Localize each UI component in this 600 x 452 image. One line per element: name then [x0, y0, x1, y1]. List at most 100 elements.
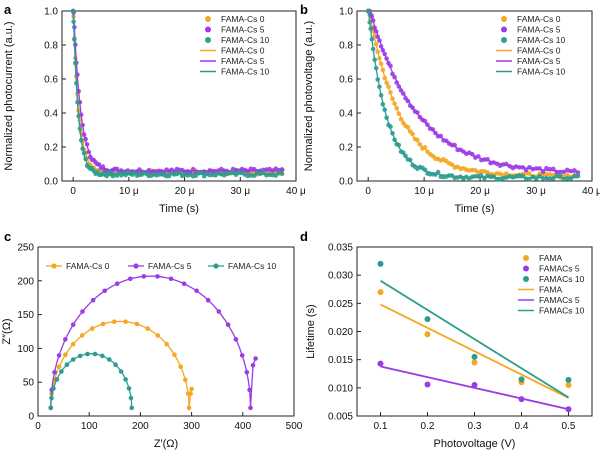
legend-label: FAMA-Cs 0 [517, 46, 561, 56]
data-point [70, 8, 76, 14]
x-tick-label: 200 [132, 421, 149, 432]
data-point [554, 173, 560, 179]
data-point [377, 56, 382, 61]
data-point [537, 174, 542, 179]
data-point [86, 149, 91, 155]
y-tick-label: 0.4 [44, 109, 58, 120]
legend-marker [205, 37, 211, 43]
legend-marker [213, 263, 219, 269]
data-point [527, 176, 532, 182]
data-point [84, 142, 90, 147]
y-tick-label: 0.8 [44, 41, 58, 52]
legend-label: FAMA-Cs 10 [221, 35, 269, 45]
data-point [76, 113, 81, 119]
data-point [373, 41, 379, 47]
data-point [177, 170, 182, 175]
impedance-line [50, 320, 193, 408]
fit-line [380, 303, 569, 399]
data-point [568, 168, 574, 174]
data-point [527, 171, 532, 176]
data-point [485, 157, 490, 162]
data-point [403, 153, 408, 159]
x-tick-label: 20 μ [175, 186, 195, 197]
data-point [114, 281, 120, 287]
data-point [565, 167, 570, 173]
data-point [422, 167, 428, 173]
data-point [80, 122, 85, 128]
data-point [551, 176, 556, 181]
y-tick-label: 0.035 [328, 243, 353, 254]
data-point [433, 130, 438, 136]
data-point [369, 13, 375, 19]
data-point [551, 166, 556, 172]
data-point [78, 138, 84, 143]
data-point [530, 174, 536, 180]
data-point [565, 376, 572, 383]
data-point [424, 381, 431, 388]
x-tick-label: 100 [81, 421, 98, 432]
data-point [384, 115, 389, 120]
data-point [523, 167, 529, 173]
data-point [367, 20, 373, 25]
y-axis-label: Z″(Ω) [1, 318, 13, 344]
data-point [89, 326, 95, 331]
data-point [77, 126, 83, 131]
data-point [145, 326, 150, 331]
y-tick-label: 0.030 [328, 271, 353, 282]
data-point [100, 321, 106, 327]
data-point [430, 127, 436, 132]
panel-label-c: c [4, 229, 11, 244]
x-tick-label: 500 [286, 421, 303, 432]
data-point [518, 396, 525, 403]
data-point [172, 352, 177, 358]
data-point [533, 176, 539, 181]
data-point [377, 360, 384, 367]
legend-label: FAMA [539, 253, 562, 263]
legend-marker [205, 26, 211, 33]
data-point [123, 377, 128, 382]
data-point [572, 173, 577, 179]
x-tick-label: 0 [35, 421, 41, 432]
data-point [373, 65, 379, 71]
y-tick-label: 100 [17, 344, 34, 355]
data-point [377, 289, 384, 296]
data-point [51, 386, 56, 391]
legend-label: FAMA-Cs 10 [517, 35, 565, 45]
data-point [77, 353, 83, 359]
data-point [520, 173, 526, 179]
data-point [394, 105, 400, 111]
legend-marker [501, 37, 507, 43]
data-point [375, 49, 381, 55]
data-point [80, 146, 85, 151]
data-point [79, 333, 85, 338]
data-point [102, 288, 107, 294]
legend-label: FAMA-Cs 0 [66, 261, 110, 271]
data-point [178, 364, 183, 370]
data-point [565, 406, 572, 413]
data-point [410, 131, 415, 137]
data-point [438, 133, 444, 139]
data-point [104, 173, 110, 179]
data-point [394, 80, 400, 85]
y-tick-label: 0.0 [44, 177, 58, 188]
x-tick-label: 0 [365, 186, 371, 197]
legend-marker [523, 276, 529, 282]
data-point [565, 176, 570, 181]
data-point [380, 102, 386, 107]
data-point [491, 174, 497, 179]
data-point [575, 173, 581, 178]
data-point [449, 162, 455, 167]
x-tick-label: 40 μ [286, 186, 306, 197]
impedance-line [50, 275, 257, 408]
panel-label-d: d [300, 229, 308, 244]
data-point [216, 309, 222, 314]
fit-line [380, 280, 569, 399]
data-point [54, 377, 60, 382]
data-point [544, 175, 549, 181]
data-point [80, 309, 85, 314]
data-point [422, 118, 428, 124]
data-point [225, 322, 231, 328]
data-point [561, 177, 567, 182]
chart-panel-a: 0 10 μ 20 μ 30 μ 40 μ 0.0 0.2 0.4 0.6 0.8 1.0 Time … [3, 7, 306, 216]
data-point [554, 169, 560, 175]
